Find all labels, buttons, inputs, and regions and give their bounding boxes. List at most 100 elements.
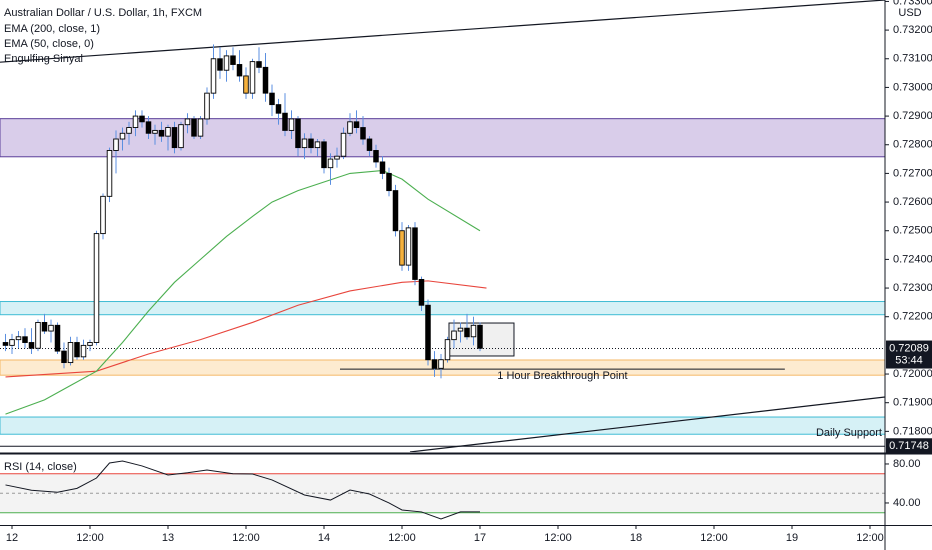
- candle-body: [340, 132, 347, 157]
- x-tick-label: 12:00: [700, 532, 728, 544]
- candle-body: [438, 359, 444, 369]
- candle-body: [282, 112, 288, 131]
- support-text: Daily Support: [816, 427, 882, 439]
- candle-body: [80, 344, 87, 358]
- zone: [0, 301, 885, 316]
- candle-body: [54, 324, 61, 352]
- candle-body: [327, 158, 334, 169]
- y-tick-label: 0.72300: [893, 282, 932, 294]
- candle-body: [87, 342, 93, 346]
- y-tick-label: 0.72700: [893, 167, 932, 179]
- chart-title: Australian Dollar / U.S. Dollar, 1h, FXC…: [4, 7, 202, 19]
- candle-body: [256, 61, 262, 68]
- candle-body: [15, 336, 22, 341]
- indicator-name: Engulfing Sinyal: [4, 53, 83, 65]
- y-tick-label: 0.72900: [893, 110, 932, 122]
- y-tick-label: 0.71800: [893, 425, 932, 437]
- candle-body: [230, 55, 236, 65]
- trendline: [409, 396, 885, 452]
- candle-body: [28, 342, 35, 349]
- rsi-line: [5, 460, 480, 520]
- price-axis-bg: [885, 0, 932, 550]
- candle-body: [61, 350, 67, 364]
- candle-body: [93, 233, 100, 343]
- candle-body: [295, 118, 301, 149]
- candle-body: [243, 75, 249, 94]
- y-tick-label: 0.73300: [893, 0, 932, 7]
- candle-body: [67, 342, 74, 364]
- candle-body: [165, 127, 171, 137]
- candle-body: [100, 195, 106, 235]
- support-price: 0.71748: [889, 440, 929, 452]
- candle-body: [321, 141, 327, 169]
- candle-body: [152, 129, 158, 134]
- y-tick-label: 0.73000: [893, 81, 932, 93]
- y-tick-label: 0.71900: [893, 397, 932, 409]
- candle-body: [145, 121, 152, 134]
- candle-body: [275, 104, 282, 114]
- y-tick-label: 0.73100: [893, 53, 932, 65]
- currency: USD: [898, 7, 921, 19]
- ema-line: [5, 169, 481, 415]
- legend-ema50: EMA (50, close, 0): [4, 38, 94, 50]
- candle-body: [106, 150, 113, 197]
- x-tick-label: 14: [318, 532, 330, 544]
- candle-body: [405, 227, 412, 266]
- candle-body: [74, 342, 80, 358]
- candle-body: [178, 124, 184, 149]
- candle-body: [334, 155, 340, 160]
- x-tick-label: 12:00: [388, 532, 416, 544]
- main-pane: 1 Hour Breakthrough Point: [0, 0, 885, 452]
- y-tick-label: 0.72500: [893, 225, 932, 237]
- candle-body: [22, 336, 28, 343]
- candle-body: [392, 190, 399, 232]
- candle-body: [197, 118, 204, 137]
- candle-body: [360, 127, 366, 140]
- candle-body: [41, 321, 48, 332]
- candle-body: [236, 64, 243, 77]
- x-tick-label: 17: [474, 532, 486, 544]
- candle-body: [48, 324, 54, 332]
- candle-body: [451, 330, 457, 341]
- candle-body: [204, 92, 210, 120]
- candle-body: [9, 339, 15, 346]
- candle-body: [412, 227, 418, 280]
- rsi-y-tick-label: 80.00: [893, 458, 921, 470]
- candle-body: [425, 304, 431, 361]
- last-price: 0.72089: [889, 342, 929, 354]
- candle-body: [418, 279, 425, 306]
- candle-body: [119, 132, 126, 140]
- candle-body: [399, 230, 405, 266]
- y-tick-label: 0.73200: [893, 24, 932, 36]
- x-tick-label: 12:00: [544, 532, 572, 544]
- y-tick-label: 0.72000: [893, 368, 932, 380]
- trendline: [0, 0, 885, 63]
- candle-body: [288, 118, 295, 131]
- x-tick-label: 13: [162, 532, 174, 544]
- candle-body: [217, 58, 223, 71]
- candle-body: [191, 118, 197, 137]
- candle-body: [184, 118, 191, 126]
- candle-body: [210, 58, 217, 94]
- candle-body: [132, 115, 139, 128]
- x-tick-label: 12:00: [76, 532, 104, 544]
- candle-body: [158, 129, 165, 137]
- candle-body: [35, 321, 41, 349]
- x-tick-label: 19: [786, 532, 798, 544]
- rsi-y-tick-label: 40.00: [893, 497, 921, 509]
- candle-body: [269, 92, 275, 106]
- support-price-box: [886, 438, 932, 455]
- candle-body: [444, 339, 451, 361]
- candle-body: [171, 127, 178, 149]
- candle-body: [2, 342, 9, 346]
- x-tick-label: 12: [6, 532, 18, 544]
- candle-body: [126, 127, 132, 134]
- x-tick-label: 12:00: [232, 532, 260, 544]
- candle-body: [464, 327, 470, 338]
- candle-body: [314, 141, 321, 149]
- x-tick-label: 12:00: [856, 532, 884, 544]
- candle-body: [113, 138, 119, 151]
